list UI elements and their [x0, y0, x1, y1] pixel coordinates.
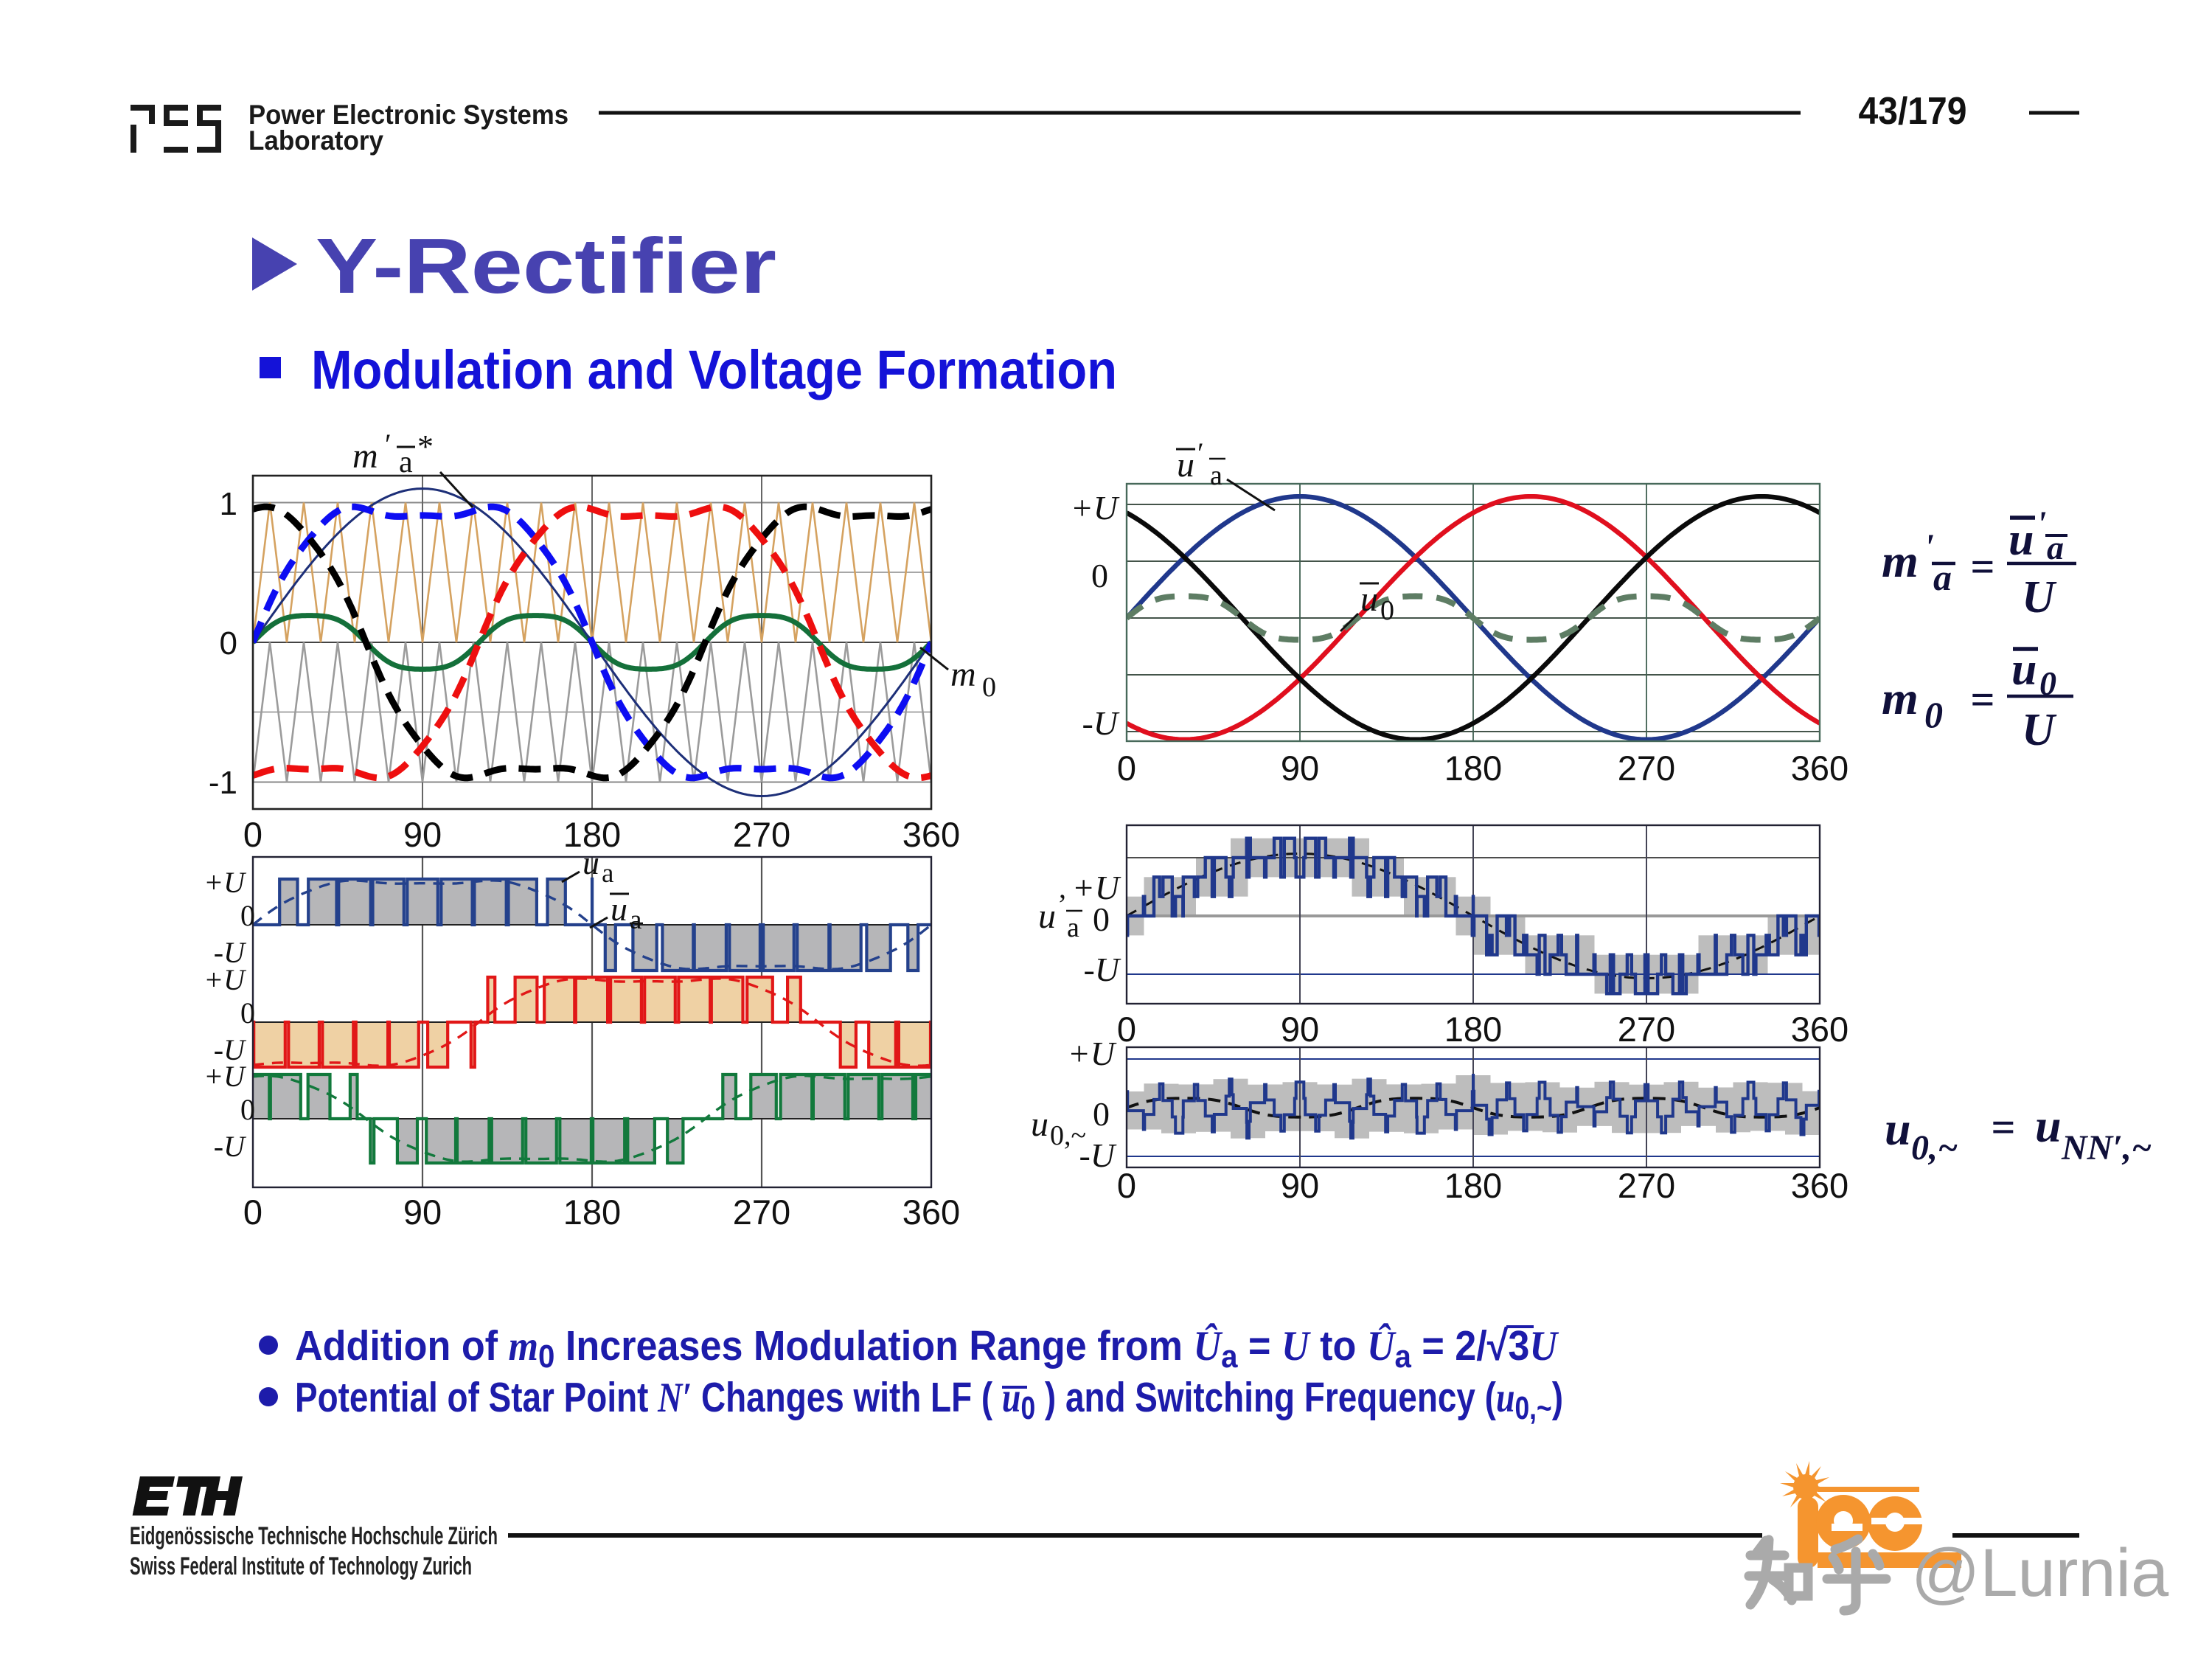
svg-text:0: 0: [2039, 664, 2056, 702]
svg-text:270: 270: [1618, 1010, 1675, 1049]
svg-text:360: 360: [1791, 1010, 1848, 1049]
svg-text:′: ′: [385, 428, 392, 461]
svg-text:=: =: [1970, 676, 1994, 723]
svg-text:0: 0: [982, 672, 996, 703]
svg-text:a: a: [602, 858, 613, 889]
svg-text:U: U: [2022, 572, 2057, 622]
svg-text:0: 0: [1091, 557, 1108, 594]
svg-text:u: u: [1360, 580, 1378, 619]
svg-text:a: a: [399, 445, 413, 479]
svg-text:m: m: [352, 437, 378, 476]
svg-text:Addition of m0 Increases Modul: Addition of m0 Increases Modulation Rang…: [295, 1322, 1559, 1375]
svg-text:a: a: [630, 905, 641, 935]
svg-text:90: 90: [1281, 749, 1319, 788]
svg-text:-U: -U: [214, 1130, 247, 1163]
svg-text:Y-Rectifier: Y-Rectifier: [316, 223, 776, 310]
svg-text:90: 90: [403, 1192, 442, 1232]
svg-text:0,~: 0,~: [1911, 1128, 1958, 1167]
svg-text:+U: +U: [1068, 1035, 1117, 1072]
svg-text:U: U: [2022, 705, 2057, 755]
svg-text:270: 270: [1618, 749, 1675, 788]
svg-text:+U: +U: [1071, 489, 1120, 527]
svg-text:0: 0: [1093, 900, 1110, 938]
svg-text:u: u: [2035, 1100, 2062, 1152]
svg-text:Modulation and Voltage Formati: Modulation and Voltage Formation: [311, 339, 1117, 400]
svg-text:+U: +U: [204, 866, 247, 899]
svg-text:1: 1: [220, 486, 237, 522]
svg-text:m: m: [1882, 535, 1919, 587]
svg-text:360: 360: [902, 815, 960, 854]
svg-text:*: *: [417, 428, 434, 465]
svg-text:u: u: [1885, 1103, 1911, 1155]
svg-text:Eidgenössische Technische Hoch: Eidgenössische Technische Hochschule Zür…: [130, 1522, 498, 1550]
svg-text:270: 270: [1618, 1166, 1675, 1205]
svg-text:180: 180: [563, 1192, 621, 1232]
svg-text:0: 0: [240, 899, 255, 932]
svg-text:0: 0: [1380, 595, 1394, 626]
svg-text:0: 0: [1924, 694, 1943, 735]
svg-text:0: 0: [220, 625, 237, 662]
svg-text:′: ′: [1197, 437, 1204, 470]
svg-text:43/179: 43/179: [1859, 90, 1967, 133]
svg-text:0: 0: [240, 996, 255, 1030]
svg-text:0: 0: [240, 1093, 255, 1126]
svg-text:m: m: [1882, 672, 1919, 724]
svg-text:180: 180: [1444, 1166, 1502, 1205]
svg-text:0,~: 0,~: [1050, 1120, 1086, 1151]
svg-text:0: 0: [243, 1192, 262, 1232]
svg-text:0: 0: [243, 815, 262, 854]
svg-text:+U: +U: [204, 1060, 247, 1093]
svg-text:180: 180: [1444, 749, 1502, 788]
svg-text:u: u: [2011, 645, 2037, 695]
svg-text:-1: -1: [209, 765, 237, 801]
svg-text:': ': [2037, 504, 2046, 544]
svg-text:180: 180: [1444, 1010, 1502, 1049]
svg-text:360: 360: [902, 1192, 960, 1232]
svg-text:u: u: [2008, 515, 2034, 565]
svg-text:-U: -U: [1083, 951, 1121, 988]
svg-text:270: 270: [733, 815, 790, 854]
svg-text:Laboratory: Laboratory: [248, 125, 383, 156]
svg-text:@Lurnia: @Lurnia: [1911, 1535, 2169, 1611]
svg-text:a: a: [1210, 460, 1222, 491]
svg-text:Swiss Federal Institute of Tec: Swiss Federal Institute of Technology Zu…: [130, 1552, 472, 1580]
svg-text:90: 90: [1281, 1166, 1319, 1205]
svg-text:m: m: [950, 655, 976, 694]
svg-text:0: 0: [1117, 1166, 1136, 1205]
svg-text:u: u: [1038, 897, 1056, 936]
svg-text:360: 360: [1791, 1166, 1848, 1205]
svg-text:': ': [1924, 526, 1934, 567]
svg-text:=: =: [1991, 1103, 2015, 1151]
svg-text:0: 0: [1117, 749, 1136, 788]
svg-text:0: 0: [1093, 1095, 1110, 1133]
svg-text:90: 90: [1281, 1010, 1319, 1049]
svg-text:u: u: [611, 890, 627, 928]
svg-text:u: u: [1177, 445, 1194, 485]
svg-text:u: u: [582, 844, 599, 881]
svg-text:-U: -U: [1082, 704, 1119, 742]
svg-text:+U: +U: [204, 963, 247, 996]
svg-text:’: ’: [1057, 888, 1067, 921]
svg-text:270: 270: [733, 1192, 790, 1232]
svg-text:90: 90: [403, 815, 442, 854]
svg-text:a: a: [1067, 912, 1079, 943]
svg-text:=: =: [1970, 543, 1994, 591]
svg-text:u: u: [1031, 1105, 1048, 1144]
svg-text:Potential of Star Point N′ Cha: Potential of Star Point N′ Changes with …: [295, 1374, 1563, 1426]
svg-text:360: 360: [1791, 749, 1848, 788]
svg-text:0: 0: [1117, 1010, 1136, 1049]
svg-text:NN′,~: NN′,~: [2061, 1128, 2152, 1167]
